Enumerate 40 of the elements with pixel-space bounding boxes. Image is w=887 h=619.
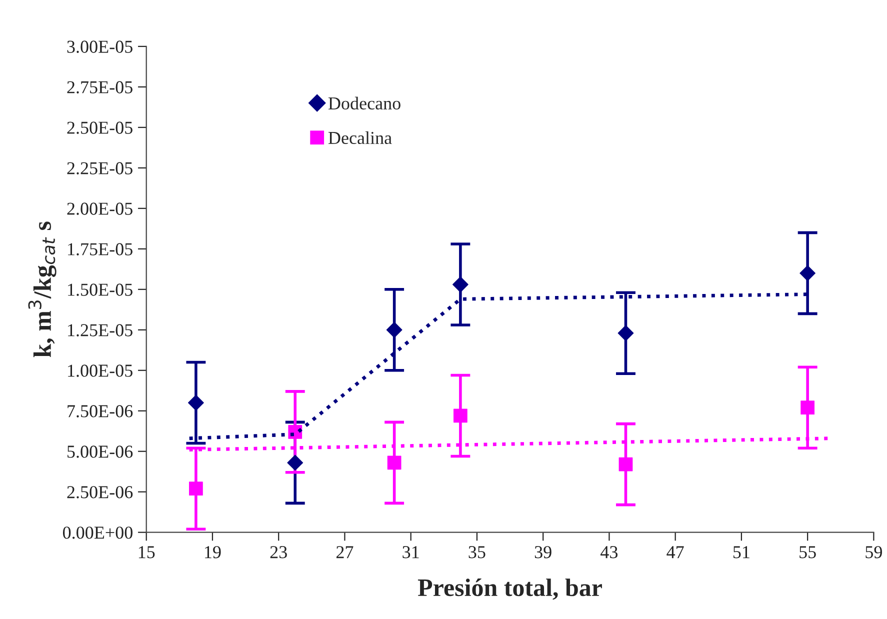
legend-label: Dodecano xyxy=(328,96,400,110)
point xyxy=(453,408,468,423)
point xyxy=(386,322,402,338)
point xyxy=(618,325,634,342)
x-tick-label: 23 xyxy=(270,546,287,558)
point xyxy=(452,276,468,292)
y-tick-label: 5.00E-06 xyxy=(68,446,133,458)
x-tick-label: 15 xyxy=(138,546,155,558)
point xyxy=(387,456,402,470)
y-tick-label: 1.00E-05 xyxy=(68,364,132,377)
y-tick-label: 3.00E-05 xyxy=(67,40,132,53)
point xyxy=(189,482,203,496)
x-tick-label: 35 xyxy=(468,546,486,558)
legend-label: Decalina xyxy=(328,131,392,144)
point xyxy=(800,400,815,415)
x-tick-label: 59 xyxy=(866,546,882,558)
x-tick-label: 39 xyxy=(534,546,552,558)
x-tick-label: 51 xyxy=(733,546,750,558)
y-tick-label: 7.50E-06 xyxy=(68,405,133,418)
y-tick-label: 2.00E-05 xyxy=(67,202,132,215)
x-axis-title: Presión total, bar xyxy=(418,578,602,600)
y-tick-label: 2.50E-05 xyxy=(67,122,132,134)
y-axis-title: k, m$^{3}$/kg$_{cat}$ s xyxy=(28,222,56,358)
x-tick-label: 43 xyxy=(600,546,618,558)
point xyxy=(188,394,204,411)
y-tick-label: 2.50E-06 xyxy=(67,486,133,498)
point xyxy=(618,457,633,472)
x-tick-label: 27 xyxy=(336,546,354,558)
x-tick-label: 19 xyxy=(205,546,221,558)
point xyxy=(800,265,816,282)
y-tick-label: 1.25E-05 xyxy=(68,324,132,336)
x-tick-label: 55 xyxy=(800,546,816,558)
x-tick-label: 31 xyxy=(402,546,419,558)
x-tick-label: 47 xyxy=(666,546,684,558)
y-tick-label: 1.50E-05 xyxy=(68,284,132,296)
y-tick-label: 1.75E-05 xyxy=(68,243,132,256)
y-tick-label: 2.25E-05 xyxy=(67,162,132,174)
y-tick-label: 2.75E-05 xyxy=(67,81,132,94)
point xyxy=(287,454,304,471)
y-tick-label: 0.00E+00 xyxy=(62,526,132,539)
